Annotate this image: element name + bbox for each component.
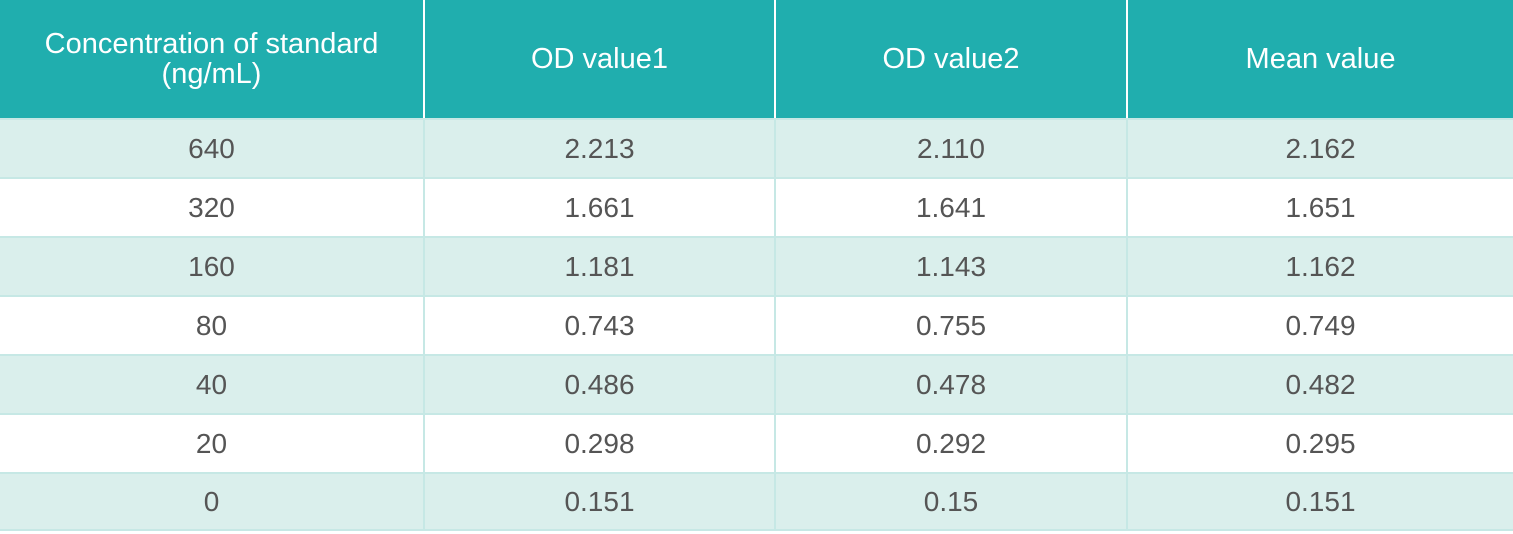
cell-od-value1: 0.151 — [423, 472, 774, 531]
cell-od-value1: 0.298 — [423, 413, 774, 472]
cell-concentration: 20 — [0, 413, 423, 472]
cell-od-value2: 0.15 — [774, 472, 1126, 531]
cell-od-value2: 0.292 — [774, 413, 1126, 472]
cell-od-value2: 0.478 — [774, 354, 1126, 413]
cell-mean-value: 2.162 — [1126, 118, 1513, 177]
cell-mean-value: 1.162 — [1126, 236, 1513, 295]
cell-od-value1: 1.661 — [423, 177, 774, 236]
table-header: Concentration of standard (ng/mL) OD val… — [0, 0, 1513, 118]
cell-mean-value: 0.151 — [1126, 472, 1513, 531]
table-row: 160 1.181 1.143 1.162 — [0, 236, 1513, 295]
cell-concentration: 640 — [0, 118, 423, 177]
header-mean-value: Mean value — [1126, 0, 1513, 118]
cell-od-value1: 0.743 — [423, 295, 774, 354]
cell-concentration: 40 — [0, 354, 423, 413]
cell-concentration: 320 — [0, 177, 423, 236]
table-row: 640 2.213 2.110 2.162 — [0, 118, 1513, 177]
cell-od-value1: 2.213 — [423, 118, 774, 177]
cell-concentration: 80 — [0, 295, 423, 354]
table-row: 320 1.661 1.641 1.651 — [0, 177, 1513, 236]
table-row: 20 0.298 0.292 0.295 — [0, 413, 1513, 472]
table-row: 40 0.486 0.478 0.482 — [0, 354, 1513, 413]
table-body: 640 2.213 2.110 2.162 320 1.661 1.641 1.… — [0, 118, 1513, 531]
table-row: 80 0.743 0.755 0.749 — [0, 295, 1513, 354]
cell-mean-value: 0.749 — [1126, 295, 1513, 354]
cell-mean-value: 0.295 — [1126, 413, 1513, 472]
cell-concentration: 160 — [0, 236, 423, 295]
table-row: 0 0.151 0.15 0.151 — [0, 472, 1513, 531]
cell-od-value2: 1.143 — [774, 236, 1126, 295]
cell-od-value2: 0.755 — [774, 295, 1126, 354]
header-od-value2: OD value2 — [774, 0, 1126, 118]
cell-od-value2: 1.641 — [774, 177, 1126, 236]
cell-concentration: 0 — [0, 472, 423, 531]
cell-od-value2: 2.110 — [774, 118, 1126, 177]
header-concentration: Concentration of standard (ng/mL) — [0, 0, 423, 118]
cell-od-value1: 1.181 — [423, 236, 774, 295]
cell-od-value1: 0.486 — [423, 354, 774, 413]
header-od-value1: OD value1 — [423, 0, 774, 118]
header-row: Concentration of standard (ng/mL) OD val… — [0, 0, 1513, 118]
cell-mean-value: 0.482 — [1126, 354, 1513, 413]
cell-mean-value: 1.651 — [1126, 177, 1513, 236]
